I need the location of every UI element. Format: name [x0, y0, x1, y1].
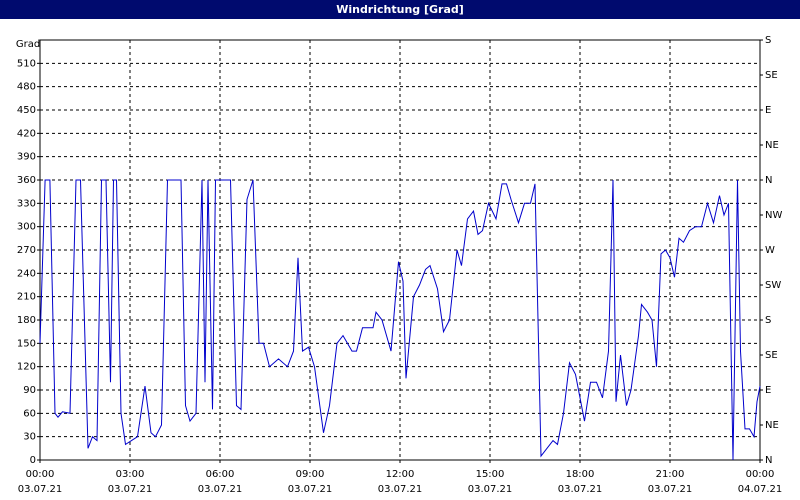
y-tick-label: 420 — [17, 128, 36, 139]
x-tick-sublabel: 03.07.21 — [288, 484, 333, 495]
y2-tick-label: NW — [765, 210, 782, 221]
y-tick-label: 510 — [17, 58, 36, 69]
y-tick-label: 300 — [17, 222, 36, 233]
y-tick-label: 390 — [17, 152, 36, 163]
x-tick-sublabel: 03.07.21 — [468, 484, 513, 495]
y2-tick-label: E — [765, 385, 771, 396]
y-tick-label: 60 — [23, 408, 36, 419]
chart-title: Windrichtung [Grad] — [336, 3, 464, 16]
y2-tick-label: W — [765, 245, 775, 256]
y2-tick-label: N — [765, 455, 772, 466]
x-tick-label: 15:00 — [476, 469, 505, 480]
y2-tick-label: SE — [765, 350, 778, 361]
y-tick-label: 30 — [23, 432, 36, 443]
y-tick-label: 330 — [17, 198, 36, 209]
x-tick-label: 09:00 — [296, 469, 325, 480]
x-tick-sublabel: 03.07.21 — [558, 484, 603, 495]
x-tick-sublabel: 03.07.21 — [108, 484, 153, 495]
y-tick-label: 0 — [30, 455, 36, 466]
data-line — [39, 179, 761, 461]
y-axis-label: Grad — [16, 39, 40, 50]
x-tick-sublabel: 04.07.21 — [738, 484, 783, 495]
x-tick-label: 18:00 — [566, 469, 595, 480]
title-bar — [0, 0, 800, 19]
y2-tick-label: N — [765, 175, 772, 186]
x-tick-sublabel: 03.07.21 — [648, 484, 693, 495]
y2-tick-label: NE — [765, 420, 779, 431]
y-tick-label: 180 — [17, 315, 36, 326]
y-tick-label: 450 — [17, 105, 36, 116]
y-tick-label: 120 — [17, 362, 36, 373]
y2-tick-label: E — [765, 105, 771, 116]
y-tick-label: 90 — [23, 385, 36, 396]
y2-tick-label: NE — [765, 140, 779, 151]
x-tick-sublabel: 03.07.21 — [378, 484, 423, 495]
y-tick-label: 360 — [17, 175, 36, 186]
y-tick-label: 270 — [17, 245, 36, 256]
x-tick-label: 03:00 — [116, 469, 145, 480]
x-tick-label: 12:00 — [386, 469, 415, 480]
y-tick-label: 480 — [17, 82, 36, 93]
x-tick-label: 21:00 — [656, 469, 685, 480]
y-tick-label: 210 — [17, 292, 36, 303]
x-tick-sublabel: 03.07.21 — [18, 484, 63, 495]
x-tick-sublabel: 03.07.21 — [198, 484, 243, 495]
y2-tick-label: SW — [765, 280, 781, 291]
y2-tick-label: S — [765, 315, 771, 326]
y-tick-label: 150 — [17, 338, 36, 349]
x-tick-label: 00:00 — [746, 469, 775, 480]
y-tick-label: 240 — [17, 268, 36, 279]
y2-tick-label: SE — [765, 70, 778, 81]
x-tick-label: 00:00 — [26, 469, 55, 480]
x-tick-label: 06:00 — [206, 469, 235, 480]
y2-tick-label: S — [765, 35, 771, 46]
